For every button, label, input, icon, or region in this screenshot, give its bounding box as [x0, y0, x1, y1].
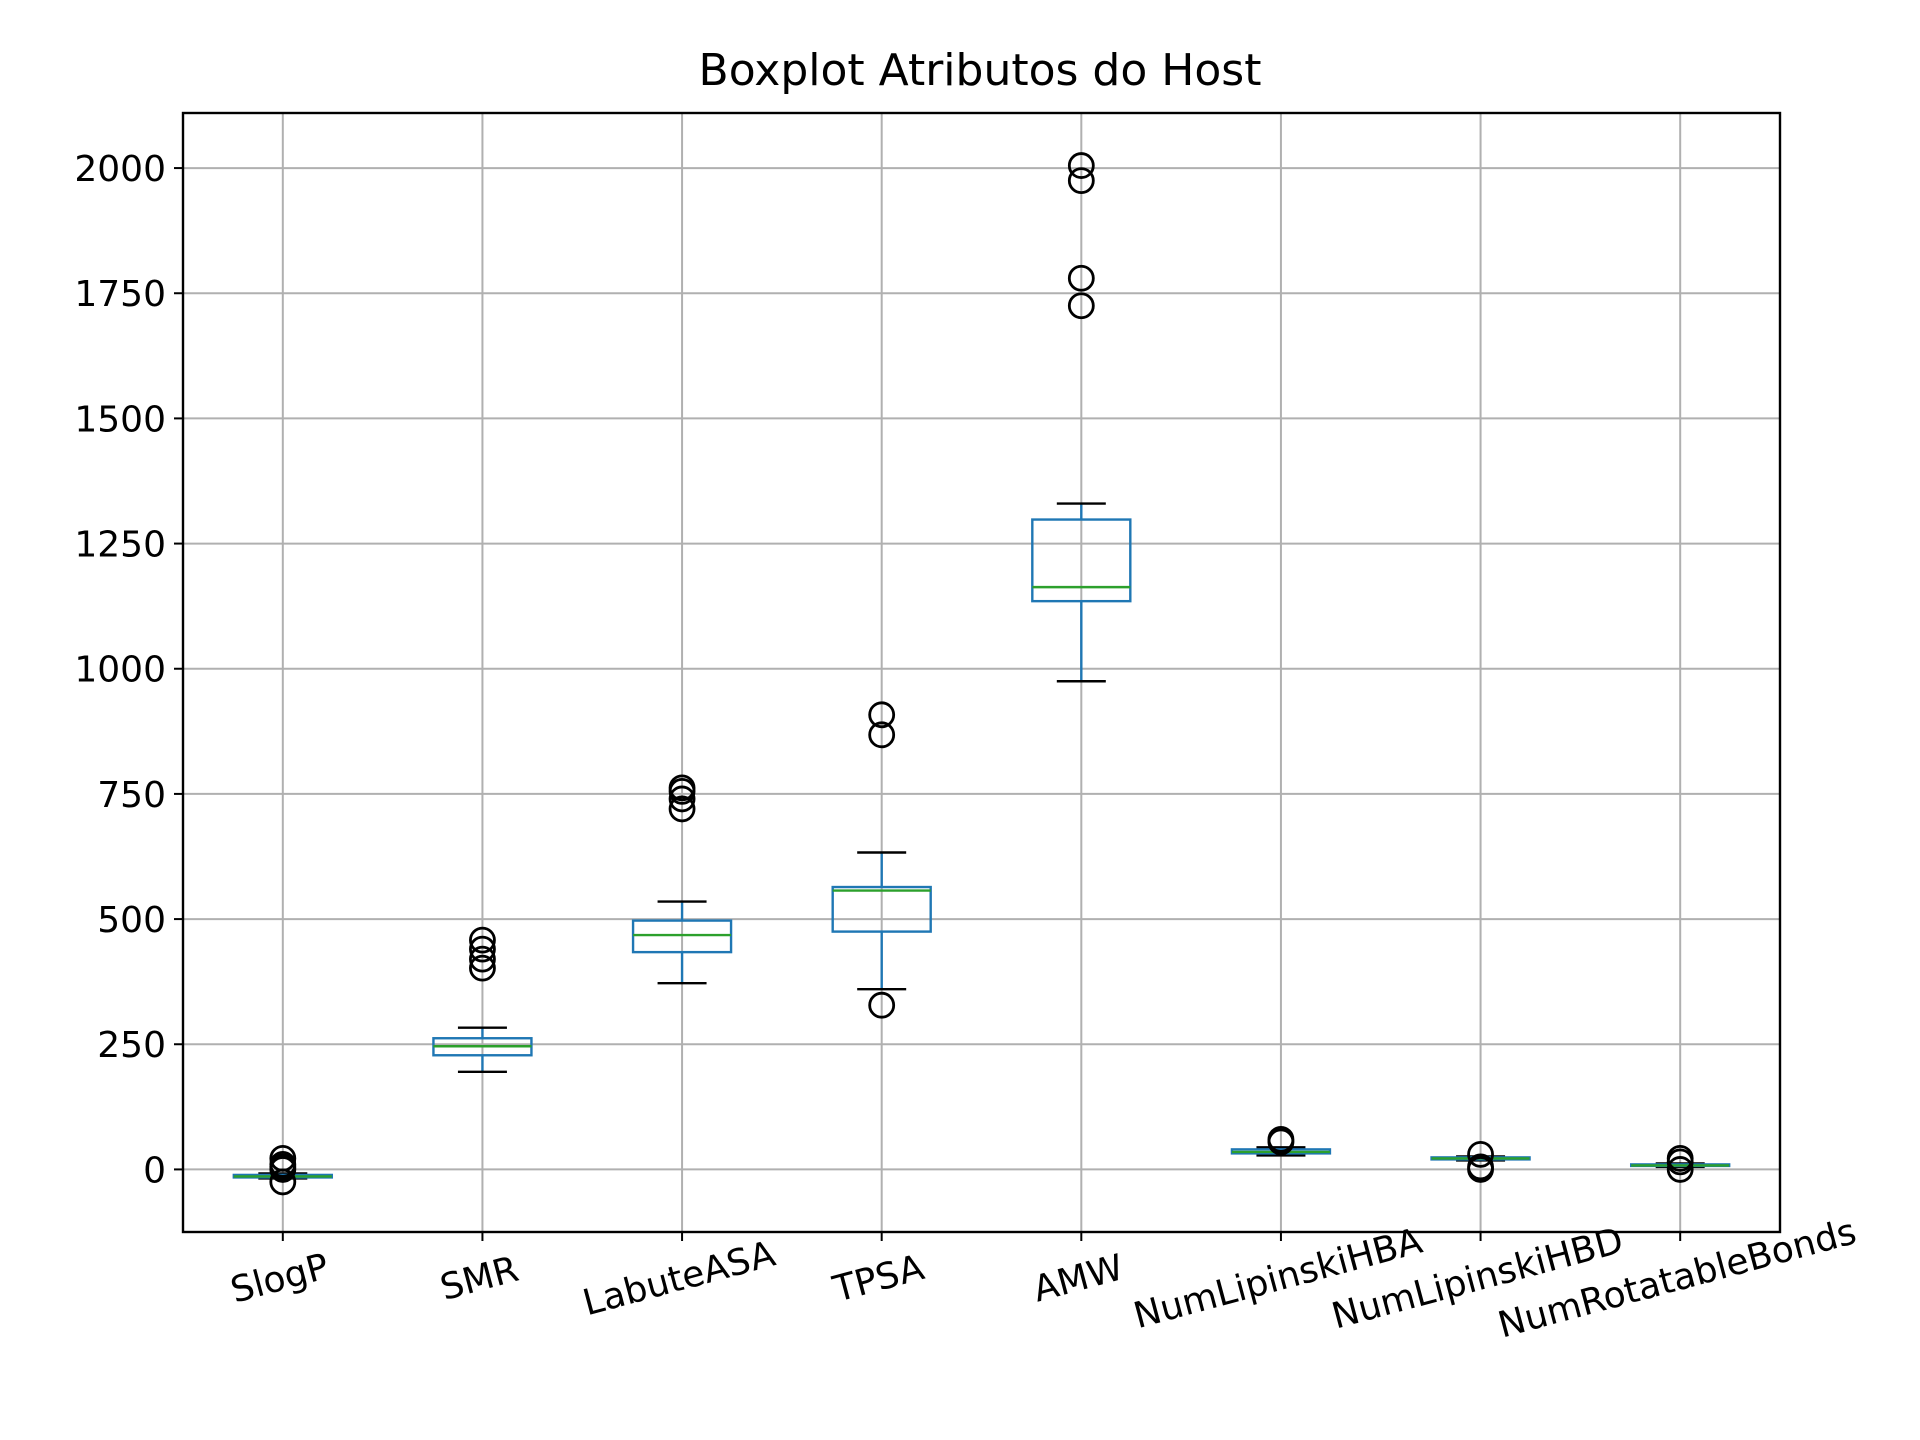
- outlier-point: [868, 721, 896, 749]
- outlier-point: [1666, 1156, 1694, 1183]
- box-group-TPSA: [831, 701, 932, 1019]
- outlier-point: [1666, 1145, 1694, 1172]
- outlier-point: [1067, 264, 1095, 292]
- plot-area-frame: [181, 111, 1782, 1234]
- box-group-NumLipinskiHBD: [1430, 1140, 1531, 1183]
- outlier-point: [469, 926, 496, 954]
- iqr-box: [831, 885, 932, 933]
- outlier-point: [269, 1151, 297, 1178]
- outlier-point: [868, 991, 896, 1019]
- outlier-point: [668, 774, 696, 802]
- y-tick-label: 1750: [74, 274, 166, 315]
- outlier-point: [868, 701, 896, 729]
- outlier-point: [668, 795, 696, 823]
- y-tick-label: 0: [143, 1150, 166, 1191]
- y-tick-label: 500: [97, 900, 166, 941]
- outlier-point: [469, 945, 496, 973]
- box-group-NumRotatableBonds: [1629, 1145, 1731, 1183]
- box-group-NumLipinskiHBA: [1230, 1125, 1332, 1157]
- box-series: [232, 152, 1731, 1196]
- y-axis: 0 250 500 750 1000 1250 1500 1750 2000: [74, 149, 183, 1191]
- outlier-point: [1467, 1140, 1494, 1168]
- outlier-point: [1067, 167, 1095, 194]
- outlier-point: [668, 785, 696, 813]
- iqr-box: [1031, 518, 1132, 603]
- outlier-point: [469, 935, 496, 963]
- box-group-SMR: [432, 926, 533, 1073]
- iqr-box: [631, 919, 733, 954]
- box-group-AMW: [1031, 152, 1132, 683]
- y-tick-label: 750: [97, 775, 166, 816]
- y-tick-label: 250: [97, 1025, 166, 1066]
- y-tick-label: 2000: [74, 149, 166, 190]
- outlier-point: [469, 954, 496, 982]
- box-group-SlogP: [232, 1145, 334, 1196]
- chart-title: Boxplot Atributos do Host: [699, 45, 1262, 96]
- outlier-point: [269, 1145, 297, 1172]
- y-tick-label: 1000: [74, 650, 166, 691]
- y-tick-label: 1500: [74, 399, 166, 440]
- outlier-point: [1267, 1125, 1295, 1153]
- outlier-point: [1067, 292, 1095, 320]
- box-group-LabuteASA: [631, 774, 733, 985]
- outlier-point: [1467, 1153, 1494, 1181]
- outlier-point: [1067, 152, 1095, 179]
- y-tick-label: 1250: [74, 525, 166, 566]
